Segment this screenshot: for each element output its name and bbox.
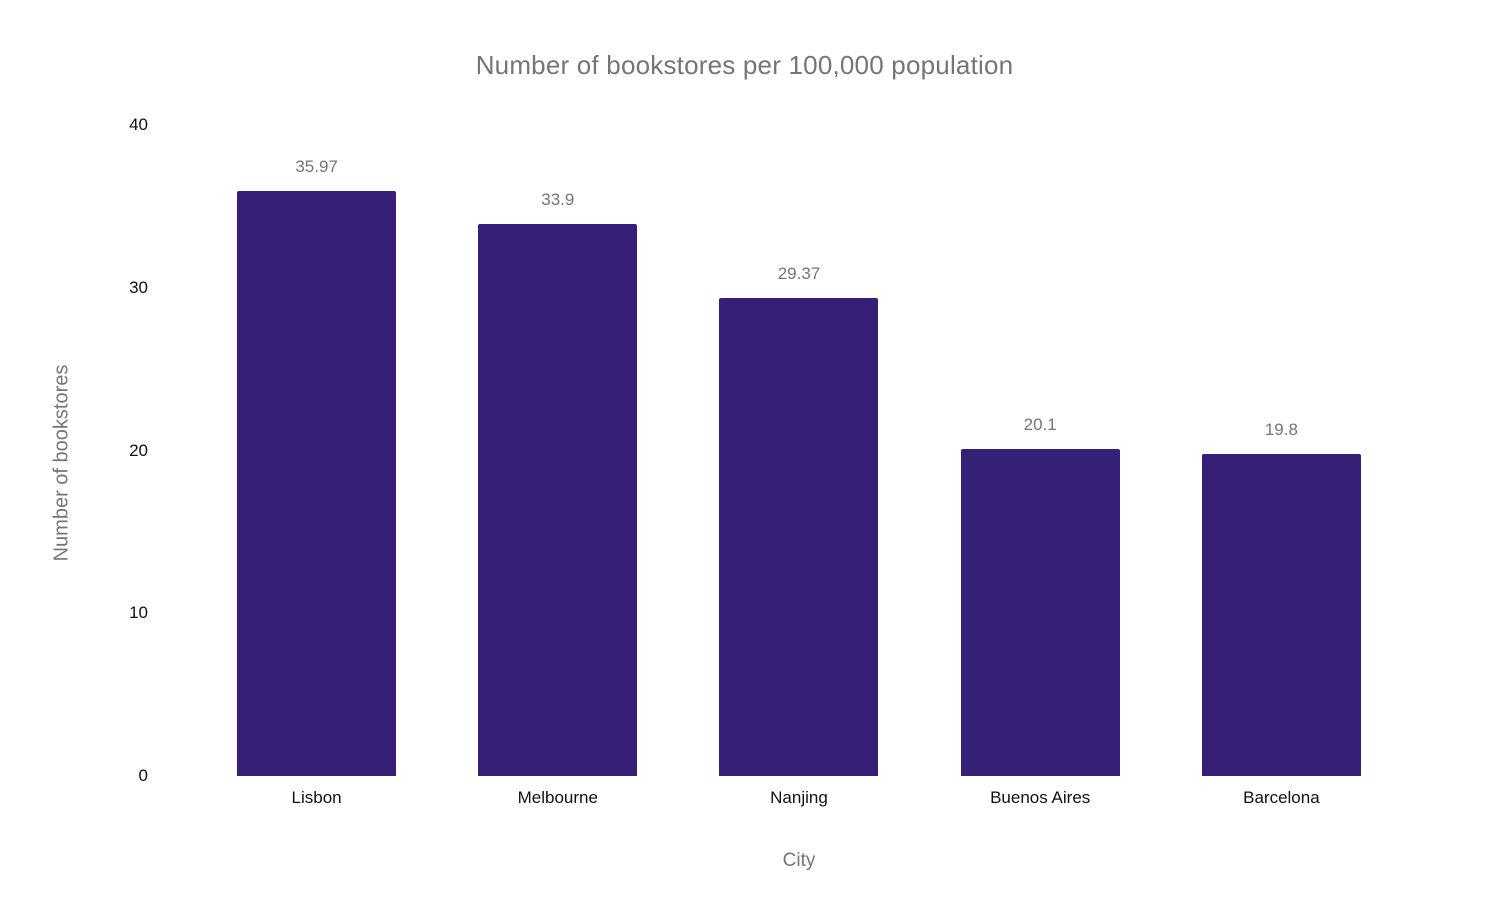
y-tick-label: 40: [129, 115, 148, 134]
bar-value-label: 20.1: [1023, 414, 1057, 434]
x-axis-title: City: [782, 850, 816, 871]
x-tick-label: Buenos Aires: [990, 788, 1091, 807]
bar-barcelona: [1201, 453, 1361, 776]
x-tick-label: Nanjing: [770, 788, 828, 807]
bar-group-lisbon: 35.97: [196, 125, 437, 776]
y-tick-label: 30: [129, 277, 148, 297]
bar-value-label: 19.8: [1264, 419, 1298, 439]
x-tick-label: Melbourne: [517, 788, 598, 807]
bar-nanjing: [719, 298, 879, 776]
y-tick-label: 0: [138, 766, 148, 785]
bar-group-nanjing: 29.37: [678, 125, 919, 776]
bar-value-label: 29.37: [777, 264, 821, 284]
bar-melbourne: [478, 224, 638, 776]
bar-value-label: 33.9: [541, 190, 575, 210]
chart-title: Number of bookstores per 100,000 populat…: [475, 50, 1014, 80]
plot-area: 35.97 33.9 29.37 20.1 19.8: [196, 125, 1402, 776]
x-axis-ticks: Lisbon Melbourne Nanjing Buenos Aires Barcel…: [196, 788, 1402, 812]
y-axis-ticks: 0 10 20 30 40: [0, 115, 148, 785]
y-tick-label: 20: [129, 440, 148, 460]
bar-buenos-aires: [960, 448, 1120, 776]
x-tick-label: Lisbon: [291, 788, 342, 807]
x-tick-label: Barcelona: [1243, 788, 1320, 807]
bar-lisbon: [237, 190, 397, 776]
bar-group-barcelona: 19.8: [1161, 125, 1402, 776]
bar-group-melbourne: 33.9: [437, 125, 678, 776]
bar-group-buenos-aires: 20.1: [920, 125, 1161, 776]
bar-value-label: 35.97: [295, 156, 338, 176]
y-tick-label: 10: [129, 603, 148, 623]
